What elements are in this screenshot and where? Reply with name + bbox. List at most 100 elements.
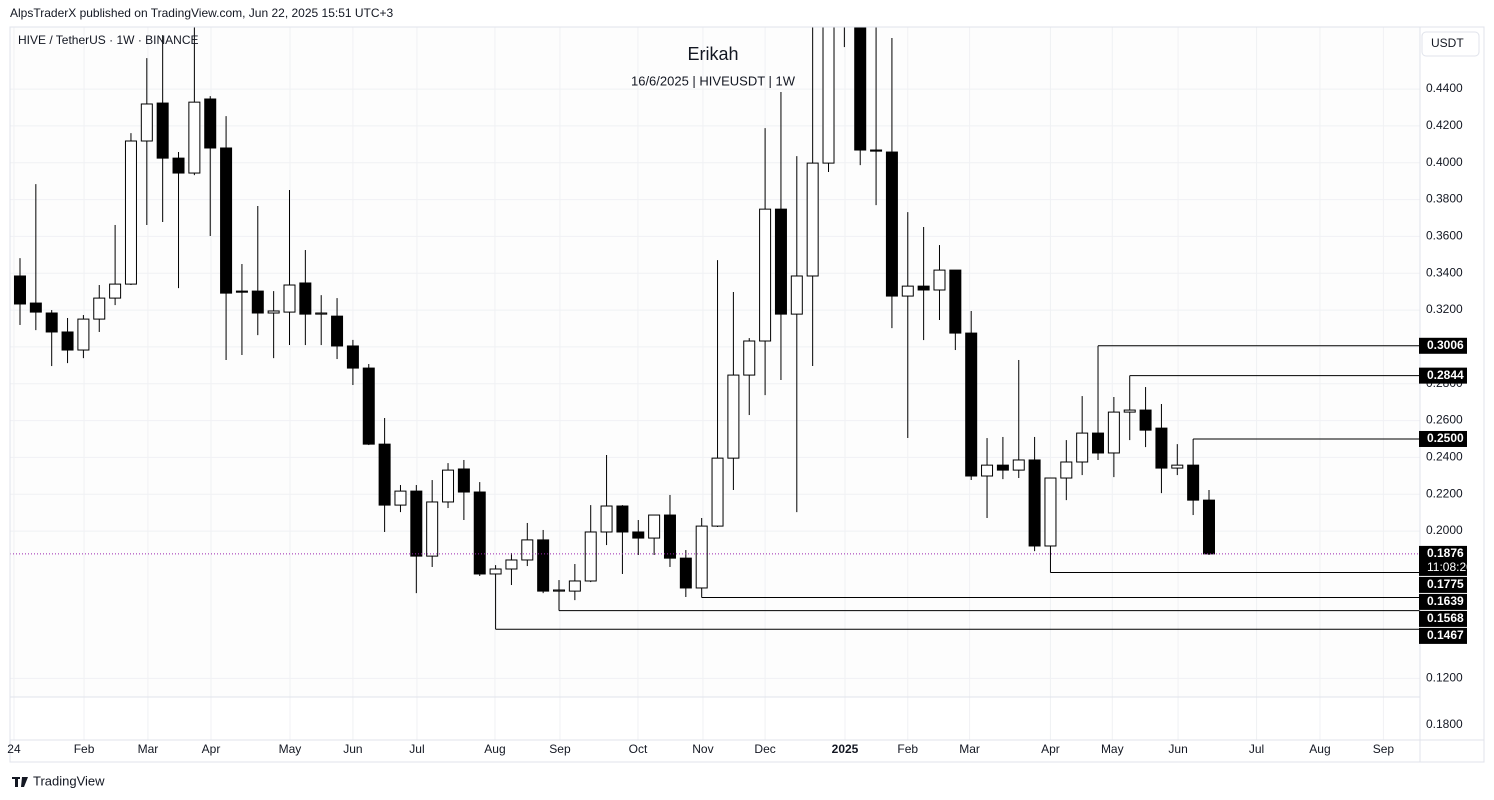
candle-body (299, 282, 312, 315)
x-tick-label: Sep (1373, 742, 1395, 756)
candle-body (61, 331, 74, 351)
candle-body (870, 149, 883, 152)
y-tick-label: 0.4000 (1426, 155, 1463, 169)
candle-body (901, 285, 914, 297)
candle-body (822, 27, 835, 164)
y-tick-label: 0.4200 (1426, 118, 1463, 132)
candle-body (45, 312, 58, 333)
candle-body (616, 505, 629, 533)
candle-body (362, 367, 375, 445)
candle-body (553, 589, 566, 592)
x-tick-label: Jul (1249, 742, 1264, 756)
candle-body (1171, 464, 1184, 469)
candle-body (1187, 464, 1200, 501)
y-tick-label: 0.3800 (1426, 192, 1463, 206)
x-tick-label: Sep (549, 742, 571, 756)
candle-body (77, 318, 90, 351)
level-label: 0.2844 (1427, 368, 1464, 382)
candle-body (1028, 459, 1041, 547)
candle-body (854, 27, 867, 151)
chart-title: Erikah (687, 44, 738, 64)
candle-body (1012, 459, 1025, 471)
footer-brand: TradingView (33, 773, 105, 788)
candle-body (13, 275, 26, 305)
candle-body (235, 290, 248, 293)
candle-body (1202, 499, 1215, 555)
candle-body (267, 310, 280, 314)
candle-body (315, 312, 328, 315)
candle-body (442, 469, 455, 503)
candle-body (426, 501, 439, 557)
candle-body (473, 491, 486, 575)
y-tick-label: 0.4400 (1426, 81, 1463, 95)
candle-body (632, 531, 645, 539)
candle-body (204, 98, 217, 149)
candle-body (806, 162, 819, 277)
logo (12, 777, 28, 787)
candle-body (93, 297, 106, 320)
candle-body (124, 140, 137, 285)
y-tick-label: 0.3400 (1426, 265, 1463, 279)
y-tick-label: 0.3600 (1426, 229, 1463, 243)
x-tick-label: Mar (138, 742, 159, 756)
candle-body (1139, 409, 1152, 431)
grid (10, 27, 1420, 740)
candle-body (711, 457, 724, 527)
x-tick-label: 24 (7, 742, 21, 756)
candle-body (537, 539, 550, 592)
level-label-box (1419, 593, 1467, 610)
candle-body (695, 525, 708, 589)
candle-body (251, 290, 264, 314)
y-tick-label: 0.2600 (1426, 413, 1463, 427)
frame (9, 26, 1485, 763)
candle-body (743, 340, 756, 376)
currency[interactable]: USDT (1431, 36, 1464, 50)
candle-body (283, 284, 296, 313)
level-label-box (1419, 610, 1467, 627)
candle-body (1107, 411, 1120, 454)
level-label-box (1419, 337, 1467, 354)
candle-body (410, 490, 423, 557)
candle-body (457, 468, 470, 493)
x-tick-label: May (1101, 742, 1124, 756)
candle-body (140, 103, 153, 142)
x-tick-label: Dec (754, 742, 775, 756)
candle-body (1123, 409, 1136, 413)
y-tick-label: 0.3200 (1426, 302, 1463, 316)
candle-body (727, 374, 740, 459)
lower-pane-tick-label: 0.1800 (1426, 717, 1463, 731)
candle-body (29, 302, 42, 313)
level-label: 0.2500 (1427, 431, 1464, 445)
candle-body (331, 315, 344, 347)
axis: 0.4400 0.4200 0.4000 0.3800 0.3600 0.3400 0.32… (7, 81, 1473, 756)
candle-body (917, 285, 930, 291)
candle-body (584, 531, 597, 582)
candle-body (839, 0, 850, 15)
candle-body (1060, 461, 1073, 479)
level-label-box (1419, 367, 1467, 384)
last-price-box (1419, 545, 1467, 576)
candle-body (885, 151, 898, 297)
x-tick-label: Oct (629, 742, 648, 756)
level-label: 0.1568 (1427, 611, 1464, 625)
candle-body (774, 208, 787, 315)
y-tick-label: 0.2200 (1426, 486, 1463, 500)
candle-body (505, 559, 518, 570)
level-label: 0.3006 (1427, 338, 1464, 352)
level-label: 0.1775 (1427, 577, 1464, 591)
symbol: HIVE / TetherUS · 1W · BINANCE (18, 33, 199, 47)
level-label-box (1419, 430, 1467, 447)
candle-body (378, 443, 391, 506)
candle-body (346, 345, 359, 369)
candle-body (600, 505, 613, 533)
x-tick-label: Apr (202, 742, 221, 756)
x-tick-label: Apr (1041, 742, 1060, 756)
x-tick-label: Jun (343, 742, 362, 756)
candle-body (965, 332, 978, 477)
candle-body (1092, 432, 1105, 454)
plot (10, 0, 1420, 630)
candle-body (790, 275, 803, 315)
currency-box[interactable] (1421, 31, 1480, 57)
candle-body (220, 147, 233, 294)
level-label: 0.1467 (1427, 628, 1464, 642)
